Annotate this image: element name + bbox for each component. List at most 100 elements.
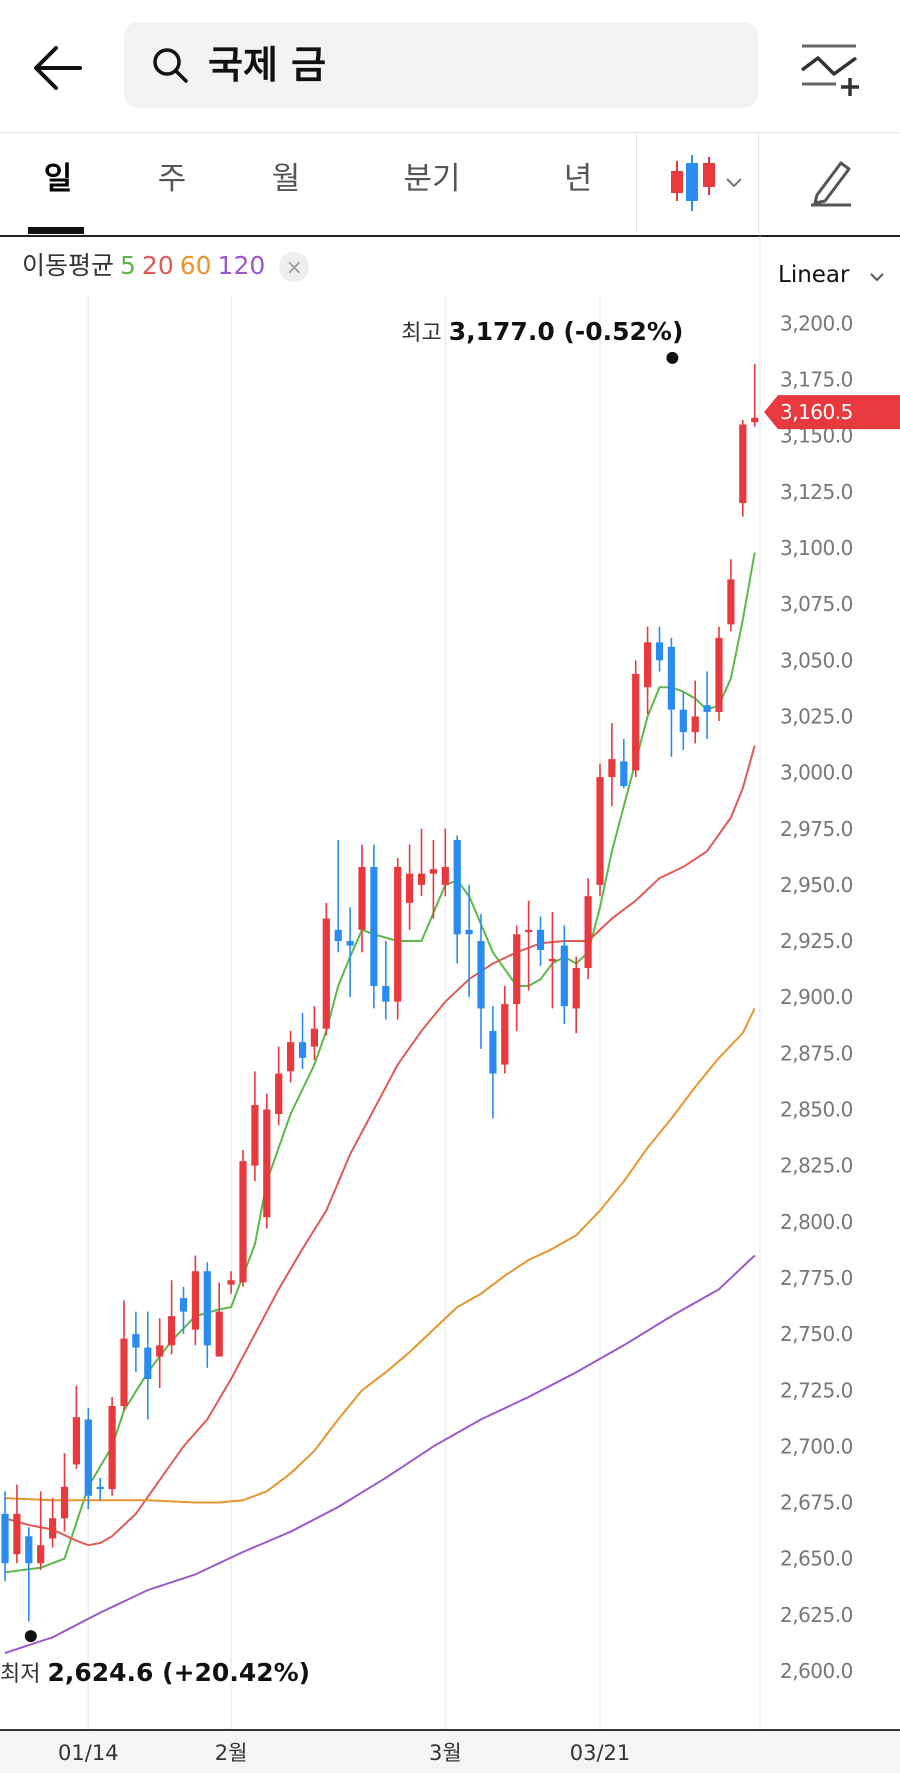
candle (739, 419, 747, 517)
candle-body (108, 1405, 116, 1490)
candle-body (560, 945, 568, 1007)
y-tick-label: 2,675.0 (780, 1491, 853, 1515)
candle (1, 1491, 9, 1582)
candle (120, 1300, 128, 1411)
low-label: 최저 (0, 1662, 47, 1687)
candle-body (179, 1298, 188, 1312)
low-annotation: 최저 2,624.6 (+20.42%) (0, 1658, 310, 1687)
candle (596, 763, 604, 897)
candle (501, 985, 509, 1074)
y-tick-label: 3,100.0 (780, 536, 853, 560)
candle (572, 956, 580, 1034)
candle-body (453, 839, 461, 935)
candle (84, 1408, 92, 1510)
y-tick-label: 2,925.0 (780, 929, 853, 953)
candle-body (513, 934, 521, 1004)
high-marker (666, 351, 679, 364)
candle (679, 691, 687, 751)
y-tick-label: 3,050.0 (780, 648, 853, 672)
candle-body (251, 1105, 259, 1166)
y-tick-label: 2,725.0 (780, 1378, 853, 1402)
candle (751, 363, 759, 427)
candle-body (703, 705, 711, 712)
candle (346, 907, 354, 998)
candle-body (489, 1030, 497, 1074)
close-icon[interactable]: × (279, 252, 310, 282)
candle-body (596, 777, 604, 885)
candle (191, 1255, 199, 1346)
candle-body (203, 1271, 211, 1346)
compare-chart-icon[interactable] (798, 40, 862, 98)
tab-weekly[interactable]: 주 (157, 161, 187, 197)
y-tick-label: 2,900.0 (780, 985, 853, 1009)
candle (144, 1311, 152, 1420)
candle-body (144, 1347, 152, 1380)
candle-body (715, 637, 723, 712)
x-tick-label: 2월 (215, 1741, 248, 1765)
candle (227, 1271, 235, 1294)
candle (394, 857, 402, 1020)
candle-body (525, 929, 533, 933)
low-marker (24, 1630, 37, 1643)
candle-body (191, 1271, 199, 1330)
back-arrow-icon[interactable] (30, 36, 94, 100)
low-value: 2,624.6 (+20.42%) (47, 1658, 310, 1687)
candle-body (548, 959, 556, 962)
candle (310, 1006, 318, 1061)
candle-body (394, 866, 402, 1002)
y-tick-label: 2,825.0 (780, 1154, 853, 1178)
y-tick-label: 2,775.0 (780, 1266, 853, 1290)
candle-body (584, 896, 592, 969)
candle (37, 1491, 45, 1570)
x-tick-label: 03/21 (570, 1741, 631, 1765)
candle (620, 738, 628, 789)
ma60-label: 60 (179, 251, 212, 280)
candle (406, 844, 414, 930)
candle (72, 1385, 80, 1469)
tab-monthly[interactable]: 월 (271, 161, 301, 197)
candle-body (370, 866, 378, 986)
scale-selector[interactable]: Linear (778, 258, 885, 292)
high-label: 최고 (401, 321, 448, 346)
candle (632, 660, 640, 778)
period-tabs: 일 주 월 분기 년 (0, 132, 900, 237)
candle-body (739, 424, 747, 504)
y-tick-label: 2,700.0 (780, 1434, 853, 1458)
candlestick-icon (671, 155, 715, 211)
y-tick-label: 2,875.0 (780, 1041, 853, 1065)
candle (96, 1477, 104, 1501)
candle-body (644, 642, 652, 688)
y-tick-label: 3,075.0 (780, 592, 853, 616)
candle (715, 626, 723, 721)
price-chart[interactable]: 01/142월3월03/2101/142월3월03/213,200.03,175… (0, 236, 900, 1773)
candle-body (536, 929, 545, 951)
candle (465, 884, 473, 998)
candle-body (751, 417, 759, 423)
tab-quarterly[interactable]: 분기 (403, 161, 461, 197)
candle-body (60, 1486, 69, 1519)
candle-body (72, 1417, 80, 1465)
candle (513, 925, 521, 1031)
drawing-tool-button[interactable] (758, 133, 900, 233)
x-tick-label: 01/14 (58, 1741, 119, 1765)
candle (477, 914, 485, 1049)
pencil-icon (811, 161, 851, 207)
candle-body (287, 1042, 295, 1072)
y-tick-label: 3,175.0 (780, 368, 853, 392)
tab-daily[interactable]: 일 (43, 161, 73, 197)
candle (489, 1006, 497, 1119)
y-tick-label: 2,650.0 (780, 1547, 853, 1571)
candle (49, 1498, 57, 1548)
candle (108, 1396, 116, 1496)
search-box[interactable]: 국제 금 (124, 22, 758, 108)
candle (584, 878, 592, 980)
candle (203, 1262, 211, 1368)
candle (417, 828, 426, 897)
chart-type-selector[interactable] (636, 133, 759, 233)
candle (298, 1012, 307, 1070)
candle-body (417, 873, 426, 885)
candle (251, 1071, 259, 1182)
candle-body (727, 579, 735, 625)
candle-body (691, 716, 699, 733)
tab-yearly[interactable]: 년 (563, 161, 593, 197)
